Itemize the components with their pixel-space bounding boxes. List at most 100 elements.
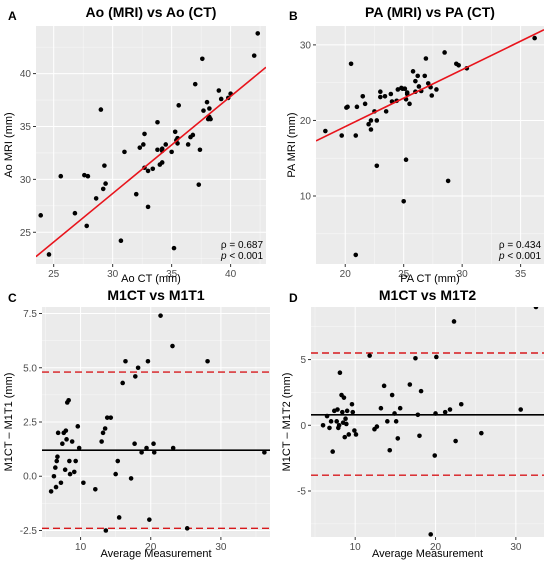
- data-point: [100, 430, 106, 436]
- panel-letter: A: [8, 9, 17, 23]
- y-tick-label: 7.5: [23, 309, 37, 320]
- data-point: [402, 86, 408, 92]
- data-point: [378, 405, 384, 411]
- data-point: [433, 411, 438, 416]
- panel-letter: B: [289, 9, 298, 23]
- data-point: [66, 398, 71, 403]
- x-tick-label: 20: [340, 269, 352, 280]
- data-point: [328, 419, 334, 424]
- data-point: [71, 469, 77, 475]
- chart-title: M1CT vs M1T1: [107, 287, 204, 303]
- plot-area: [316, 26, 544, 264]
- data-point: [151, 450, 157, 455]
- data-point: [196, 182, 202, 187]
- y-tick-label: 35: [20, 122, 32, 133]
- x-tick-label: 25: [398, 269, 410, 280]
- p-value: < 0.001: [227, 251, 264, 262]
- data-point: [323, 128, 328, 134]
- data-point: [142, 131, 147, 137]
- data-point: [374, 163, 380, 169]
- y-tick-label: 20: [300, 116, 312, 127]
- data-point: [62, 467, 68, 473]
- chart-title: Ao (MRI) vs Ao (CT): [86, 4, 217, 20]
- data-point: [102, 163, 107, 168]
- data-point: [360, 93, 366, 99]
- x-tick-label: 10: [350, 542, 362, 553]
- data-point: [324, 413, 330, 419]
- data-point: [175, 141, 180, 146]
- x-tick-label: 20: [145, 542, 157, 553]
- data-point: [63, 428, 69, 433]
- data-point: [58, 173, 64, 179]
- panel-c: 10 20 30 -2.5 0.0 2.5 5.0 7.5 C M1CT vs M1T1 Avera…: [3, 287, 270, 560]
- data-point: [58, 480, 64, 486]
- rho-annotation: ρ = 0.687: [221, 240, 264, 251]
- p-value-annotation: p < 0.001: [220, 251, 263, 262]
- data-point: [159, 160, 165, 165]
- data-point: [392, 411, 397, 416]
- data-layer: [311, 307, 544, 537]
- y-tick-label: 30: [300, 40, 312, 51]
- data-point: [344, 421, 349, 427]
- data-point: [378, 94, 383, 100]
- x-axis-title: Ao CT (mm): [121, 273, 181, 285]
- data-point: [116, 515, 122, 520]
- data-point: [349, 401, 355, 407]
- data-point: [339, 133, 345, 138]
- data-point: [197, 147, 203, 153]
- data-point: [82, 172, 87, 178]
- data-point: [374, 118, 380, 123]
- y-axis-title: PA MRI (mm): [286, 112, 298, 177]
- data-point: [327, 425, 332, 431]
- data-point: [393, 419, 399, 424]
- data-point: [99, 439, 104, 444]
- data-point: [334, 419, 340, 424]
- data-point: [415, 73, 421, 79]
- data-point: [422, 73, 428, 79]
- data-point: [407, 101, 412, 107]
- data-point: [75, 424, 81, 429]
- data-point: [387, 447, 393, 453]
- panel-letter: C: [8, 291, 17, 305]
- data-point: [366, 121, 371, 127]
- data-point: [343, 416, 348, 422]
- data-point: [184, 526, 190, 531]
- data-point: [407, 382, 413, 387]
- data-point: [447, 407, 453, 412]
- data-point: [385, 419, 390, 424]
- y-tick-label: 0.0: [23, 472, 37, 483]
- data-point: [150, 166, 156, 172]
- data-point: [155, 147, 160, 153]
- data-point: [344, 408, 350, 414]
- data-point: [348, 61, 354, 67]
- data-point: [445, 178, 451, 184]
- data-point: [151, 441, 156, 446]
- data-layer: [316, 29, 544, 258]
- data-point: [395, 436, 401, 441]
- data-point: [137, 145, 143, 150]
- data-point: [145, 204, 151, 210]
- data-point: [418, 388, 424, 394]
- data-point: [141, 142, 146, 147]
- data-point: [100, 186, 106, 192]
- data-point: [38, 213, 44, 218]
- data-point: [102, 426, 108, 431]
- data-point: [518, 407, 523, 412]
- data-point: [103, 181, 108, 186]
- chart-title: PA (MRI) vs PA (CT): [365, 4, 495, 20]
- data-point: [139, 450, 144, 455]
- y-tick-label: 0: [300, 421, 306, 432]
- data-point: [320, 422, 326, 428]
- data-point: [176, 103, 182, 108]
- p-symbol: p: [220, 251, 227, 262]
- data-point: [53, 484, 59, 490]
- data-point: [85, 173, 91, 179]
- data-point: [381, 383, 387, 389]
- regression-line: [316, 29, 544, 142]
- data-point: [172, 129, 178, 135]
- data-point: [255, 31, 261, 36]
- data-point: [442, 50, 447, 55]
- data-point: [104, 415, 110, 420]
- y-tick-label: 5: [300, 355, 306, 366]
- data-point: [98, 107, 104, 112]
